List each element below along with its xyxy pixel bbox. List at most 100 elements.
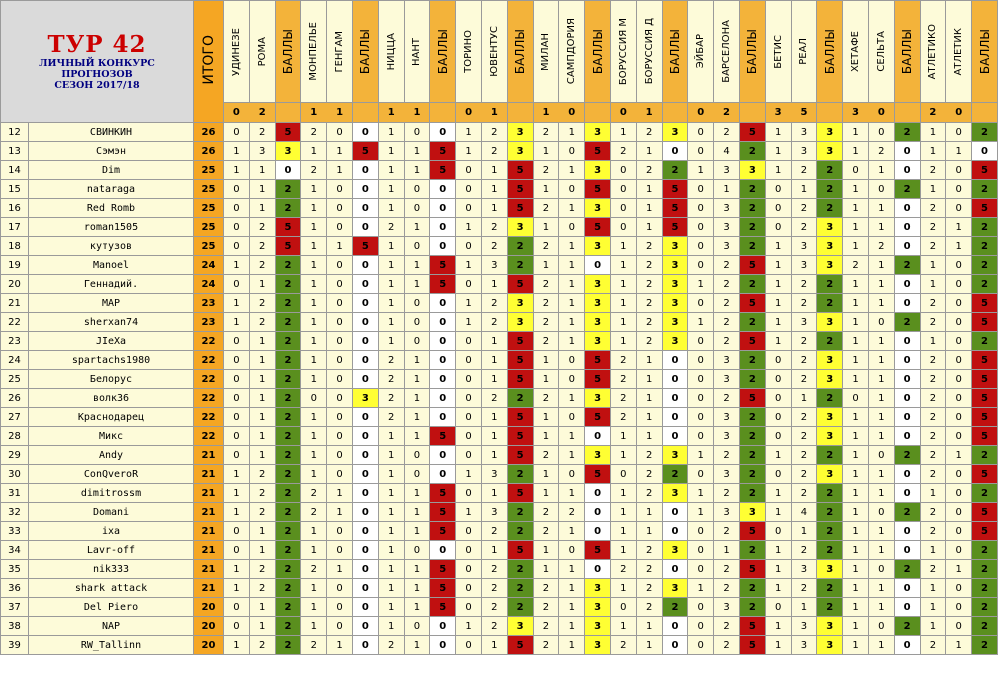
- match-points: 2: [971, 179, 998, 199]
- match-points: 3: [506, 616, 534, 636]
- participant-name: Lavr-off: [28, 540, 194, 560]
- predicted-home-goals: 1: [300, 464, 328, 484]
- match-points: 3: [738, 502, 766, 522]
- match-away-team: НАНТ: [403, 0, 431, 103]
- match-points: 2: [971, 616, 998, 636]
- match-points: 2: [971, 331, 998, 351]
- match-points: 2: [816, 521, 844, 541]
- predicted-away-goals: 2: [790, 407, 818, 427]
- predicted-away-goals: 0: [945, 274, 973, 294]
- predicted-away-goals: 0: [326, 445, 353, 465]
- match-points: 0: [351, 331, 379, 351]
- predicted-away-goals: 1: [867, 331, 895, 351]
- participant-name: shark attack: [28, 578, 194, 598]
- predicted-away-goals: 2: [635, 578, 663, 598]
- predicted-home-goals: 1: [532, 217, 560, 237]
- predicted-away-goals: 2: [790, 160, 818, 180]
- match-points: 5: [661, 217, 689, 237]
- total-points: 21: [193, 521, 224, 541]
- match-points: 3: [738, 160, 766, 180]
- predicted-away-goals: 0: [945, 293, 973, 313]
- predicted-away-goals: 1: [248, 426, 276, 446]
- predicted-home-goals: 2: [532, 236, 560, 256]
- predicted-home-goals: 2: [919, 445, 947, 465]
- predicted-away-goals: 0: [945, 388, 973, 408]
- predicted-away-goals: 0: [945, 255, 973, 275]
- total-points: 21: [193, 502, 224, 522]
- match-points: 2: [738, 578, 766, 598]
- predicted-home-goals: 0: [764, 407, 792, 427]
- predicted-home-goals: 0: [687, 255, 715, 275]
- row-number: 20: [0, 274, 29, 294]
- match-points: 3: [816, 141, 844, 161]
- match-points: 3: [584, 388, 611, 408]
- predicted-home-goals: 1: [455, 464, 482, 484]
- predicted-away-goals: 2: [480, 293, 508, 313]
- match-points: 0: [351, 464, 379, 484]
- predicted-away-goals: 1: [867, 635, 895, 655]
- predicted-away-goals: 0: [403, 616, 431, 636]
- predicted-home-goals: 1: [300, 521, 328, 541]
- match-points: 2: [971, 236, 998, 256]
- result-home-goals: 0: [609, 102, 637, 123]
- match-points: 0: [351, 407, 379, 427]
- predicted-away-goals: 0: [867, 122, 895, 142]
- match-points: 0: [584, 483, 611, 503]
- match-points: 2: [816, 483, 844, 503]
- result-away-goals: 1: [403, 102, 431, 123]
- match-points: 3: [816, 122, 844, 142]
- match-points: 0: [351, 483, 379, 503]
- row-number: 24: [0, 350, 29, 370]
- predicted-home-goals: 0: [687, 464, 715, 484]
- predicted-away-goals: 1: [248, 407, 276, 427]
- predicted-away-goals: 0: [558, 141, 586, 161]
- predicted-home-goals: 1: [842, 521, 869, 541]
- predicted-away-goals: 1: [713, 540, 740, 560]
- predicted-away-goals: 1: [248, 616, 276, 636]
- match-points: 5: [506, 198, 534, 218]
- predicted-home-goals: 2: [532, 122, 560, 142]
- predicted-home-goals: 1: [532, 464, 560, 484]
- match-points: 2: [971, 540, 998, 560]
- row-number: 30: [0, 464, 29, 484]
- row-number: 27: [0, 407, 29, 427]
- predicted-away-goals: 3: [790, 255, 818, 275]
- predicted-away-goals: 1: [248, 350, 276, 370]
- predicted-home-goals: 2: [532, 445, 560, 465]
- home-team-label: БЕТИС: [772, 34, 784, 69]
- predicted-home-goals: 0: [609, 597, 637, 617]
- result-home-goals: 0: [223, 102, 250, 123]
- predicted-home-goals: 2: [532, 597, 560, 617]
- predicted-away-goals: 0: [403, 331, 431, 351]
- predicted-away-goals: 0: [326, 198, 353, 218]
- predicted-home-goals: 1: [300, 597, 328, 617]
- predicted-home-goals: 1: [455, 312, 482, 332]
- match-points: 0: [893, 217, 921, 237]
- predicted-home-goals: 1: [919, 122, 947, 142]
- home-team-label: УДИНЕЗЕ: [230, 27, 242, 76]
- predicted-away-goals: 0: [867, 445, 895, 465]
- home-team-label: ЭЙБАР: [695, 34, 707, 69]
- match-home-team: ХЕТАФЕ: [842, 0, 869, 103]
- total-points: 23: [193, 293, 224, 313]
- away-team-label: РЕАЛ: [798, 38, 810, 65]
- predicted-away-goals: 2: [713, 293, 740, 313]
- predicted-away-goals: 2: [790, 578, 818, 598]
- predicted-home-goals: 2: [300, 160, 328, 180]
- predicted-home-goals: 0: [687, 141, 715, 161]
- predicted-home-goals: 1: [377, 179, 405, 199]
- match-points: 3: [661, 236, 689, 256]
- table-row: 39 RW_Tallinn 20 1 2 2 2 1 0 2 1 0 0 1 5 2 1 3 2 1 0 0 2 5 1 3 3 1 1…: [0, 635, 998, 655]
- predicted-away-goals: 1: [635, 388, 663, 408]
- predicted-home-goals: 0: [455, 597, 482, 617]
- row-number: 34: [0, 540, 29, 560]
- predicted-home-goals: 0: [223, 217, 250, 237]
- predicted-home-goals: 1: [687, 483, 715, 503]
- predicted-home-goals: 0: [455, 540, 482, 560]
- predicted-home-goals: 1: [764, 483, 792, 503]
- predicted-away-goals: 0: [326, 616, 353, 636]
- predicted-away-goals: 2: [790, 369, 818, 389]
- predicted-away-goals: 1: [480, 483, 508, 503]
- match-points: 0: [351, 597, 379, 617]
- predicted-away-goals: 0: [326, 350, 353, 370]
